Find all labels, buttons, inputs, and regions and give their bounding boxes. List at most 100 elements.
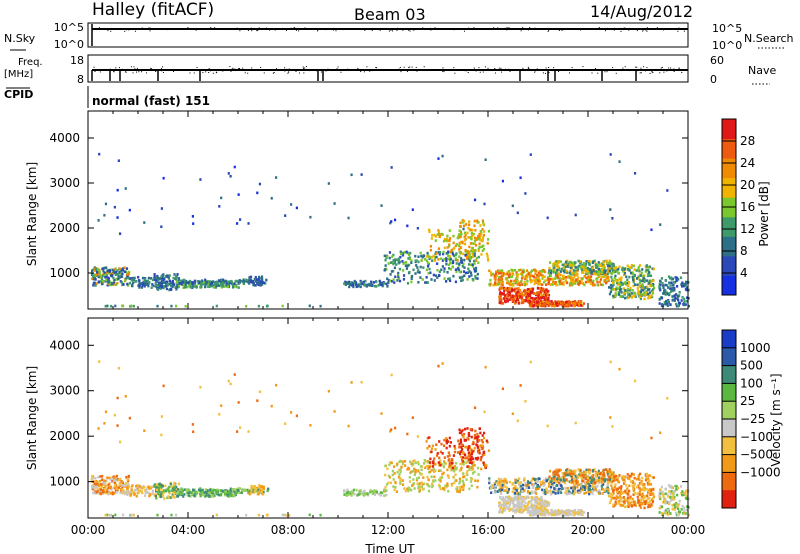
nsearch-tick-top: 10^5 xyxy=(712,22,742,35)
data-cell xyxy=(514,478,517,482)
data-cell xyxy=(100,282,104,286)
nsky-dot xyxy=(646,27,648,29)
data-cell xyxy=(674,302,678,306)
data-cell xyxy=(584,477,588,480)
data-cell xyxy=(120,491,123,495)
data-cell xyxy=(468,223,471,227)
data-cell xyxy=(246,488,249,492)
data-cell xyxy=(154,494,157,498)
data-cell xyxy=(647,296,650,300)
data-cell xyxy=(165,287,169,291)
data-cell xyxy=(578,280,582,283)
data-cell xyxy=(527,506,530,509)
data-cell xyxy=(219,489,222,492)
data-cell xyxy=(521,270,524,274)
data-cell xyxy=(182,495,185,498)
data-cell xyxy=(90,478,93,481)
data-cell xyxy=(628,275,631,279)
freq-dot xyxy=(295,71,297,73)
data-cell xyxy=(685,286,688,289)
nave-tick-bottom: 0 xyxy=(710,73,717,86)
data-cell xyxy=(362,280,365,284)
data-cell xyxy=(499,492,503,495)
data-cell xyxy=(119,487,123,491)
data-cell xyxy=(577,512,581,515)
data-cell xyxy=(557,512,560,516)
data-cell xyxy=(218,279,221,282)
nsky-panel-frame xyxy=(87,22,689,48)
data-cell xyxy=(660,277,664,280)
data-cell xyxy=(511,296,514,299)
data-cell xyxy=(522,275,525,279)
data-cell xyxy=(517,292,520,296)
data-cell xyxy=(473,254,476,257)
data-cell xyxy=(554,280,557,284)
nsky-dot xyxy=(430,29,432,31)
data-cell xyxy=(501,508,504,511)
data-cell xyxy=(446,246,449,249)
freq-dot xyxy=(94,71,96,73)
data-cell xyxy=(259,284,262,287)
data-cell xyxy=(403,460,407,463)
data-cell xyxy=(470,435,473,439)
data-cell xyxy=(471,228,474,232)
data-cell xyxy=(114,304,117,308)
data-cell xyxy=(495,272,498,275)
nsearch-tick-bottom: 10^0 xyxy=(712,39,742,52)
data-cell xyxy=(399,255,402,259)
data-cell xyxy=(610,275,613,279)
data-cell xyxy=(534,272,537,275)
freq-dot xyxy=(666,70,668,72)
data-cell xyxy=(355,282,358,286)
data-cell xyxy=(612,296,615,299)
data-cell xyxy=(95,282,98,285)
data-cell xyxy=(571,478,574,482)
data-cell xyxy=(386,284,389,288)
data-cell xyxy=(447,277,450,281)
data-cell xyxy=(604,273,607,276)
data-cell xyxy=(449,267,453,271)
data-cell xyxy=(189,495,192,498)
data-cell xyxy=(438,250,442,254)
data-cell xyxy=(570,486,573,490)
data-cell xyxy=(262,492,265,496)
data-cell xyxy=(578,281,581,285)
data-cell xyxy=(511,204,514,208)
data-cell xyxy=(540,273,543,277)
data-cell xyxy=(412,478,415,481)
data-cell xyxy=(451,466,454,470)
data-cell xyxy=(257,304,260,308)
data-cell xyxy=(403,261,406,265)
nsky-dot xyxy=(686,28,688,30)
power-colorbar-swatch xyxy=(722,216,736,237)
data-cell xyxy=(157,492,160,496)
data-cell xyxy=(546,500,549,504)
data-cell xyxy=(523,477,526,480)
data-cell xyxy=(426,475,429,479)
data-cell xyxy=(437,247,441,251)
freq-dot xyxy=(299,72,301,74)
data-cell xyxy=(546,216,549,220)
freq-dot xyxy=(527,66,529,68)
data-cell xyxy=(426,264,430,268)
data-cell xyxy=(441,154,444,158)
data-cell xyxy=(673,299,676,302)
data-cell xyxy=(463,432,466,436)
freq-dot xyxy=(141,71,143,73)
data-cell xyxy=(184,304,187,308)
data-cell xyxy=(101,483,104,486)
data-cell xyxy=(556,275,559,279)
nsky-dot xyxy=(109,28,111,30)
data-cell xyxy=(245,513,248,517)
data-cell xyxy=(519,498,522,501)
data-cell xyxy=(459,246,462,249)
data-cell xyxy=(544,508,547,512)
data-cell xyxy=(557,268,560,271)
data-cell xyxy=(252,281,255,285)
freq-dot xyxy=(416,70,418,72)
data-cell xyxy=(408,257,412,261)
data-cell xyxy=(642,288,645,292)
data-cell xyxy=(559,301,563,305)
data-cell xyxy=(447,244,451,248)
data-cell xyxy=(254,490,257,493)
